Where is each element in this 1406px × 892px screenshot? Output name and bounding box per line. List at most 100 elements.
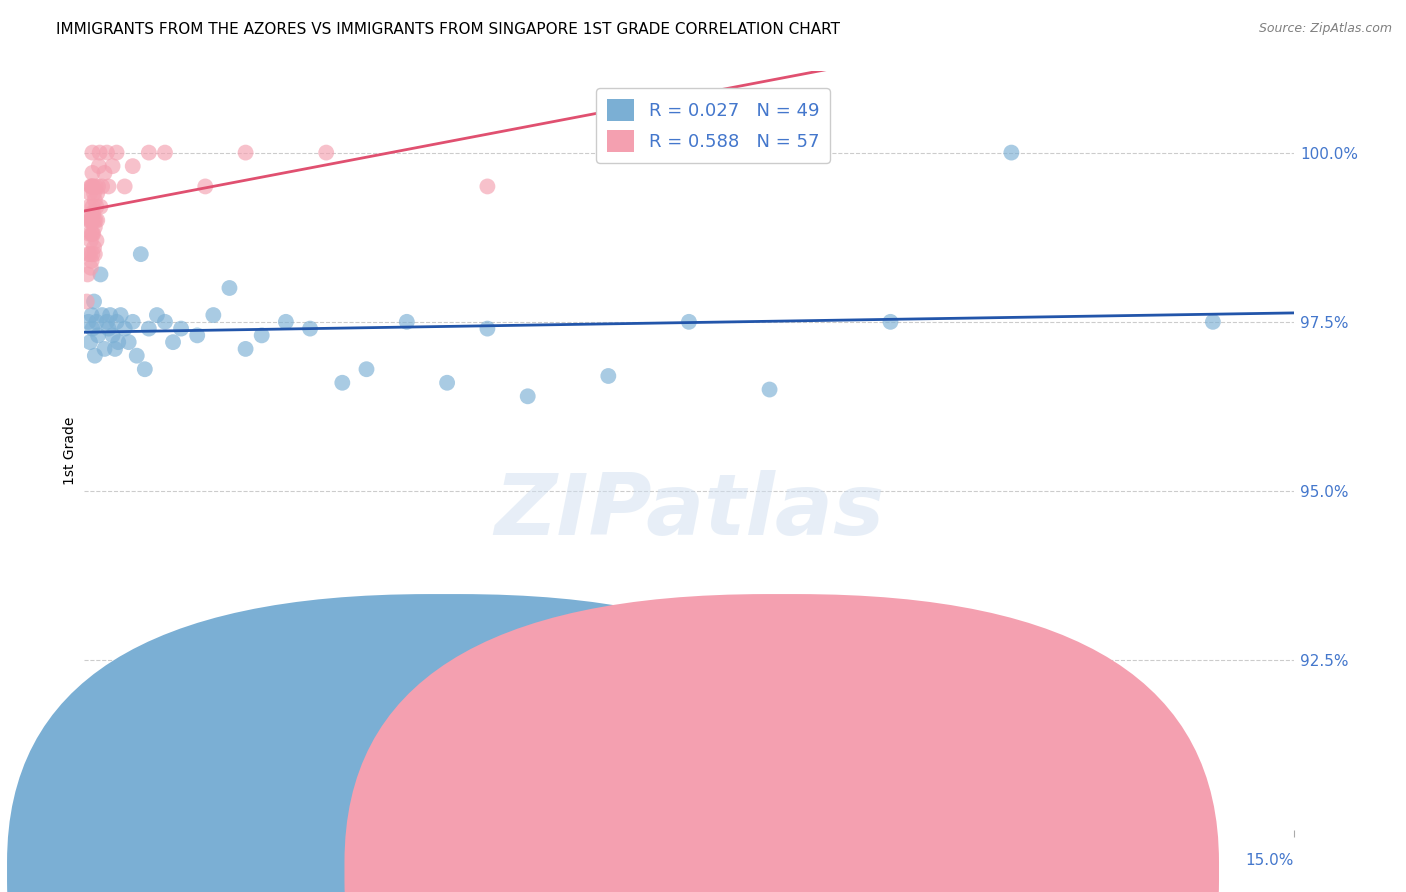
Point [86, 186, 108, 201]
Point [82, 227, 104, 241]
Point [96, 145, 118, 160]
Point [330, 376, 353, 390]
Point [77, 247, 100, 261]
Point [86, 234, 108, 248]
Point [110, 308, 132, 322]
Point [80, 260, 103, 275]
Point [114, 321, 136, 335]
Point [82, 200, 104, 214]
Point [77, 227, 100, 241]
Point [80, 234, 103, 248]
Point [101, 159, 124, 173]
Point [82, 321, 104, 335]
Point [79, 213, 101, 227]
Point [80, 179, 103, 194]
Point [121, 159, 143, 173]
Point [1202, 315, 1225, 329]
Point [80, 227, 103, 241]
Point [83, 213, 105, 227]
Point [82, 145, 104, 160]
Point [477, 321, 499, 335]
Point [91, 179, 114, 194]
Point [129, 247, 152, 261]
Text: ZIPatlas: ZIPatlas [494, 469, 884, 553]
Point [395, 315, 418, 329]
Point [235, 342, 257, 356]
Point [80, 253, 103, 268]
Point [1000, 145, 1022, 160]
Point [89, 200, 111, 214]
Point [80, 206, 103, 220]
Point [202, 308, 225, 322]
Point [138, 145, 160, 160]
Point [879, 315, 901, 329]
Text: IMMIGRANTS FROM THE AZORES VS IMMIGRANTS FROM SINGAPORE 1ST GRADE CORRELATION CH: IMMIGRANTS FROM THE AZORES VS IMMIGRANTS… [56, 22, 841, 37]
Point [86, 213, 108, 227]
Point [134, 362, 156, 376]
Point [125, 349, 148, 363]
Point [79, 335, 101, 350]
Point [83, 193, 105, 207]
Point [82, 206, 104, 220]
Point [250, 328, 273, 343]
Point [83, 294, 105, 309]
Point [678, 315, 700, 329]
Point [194, 179, 217, 194]
Point [98, 308, 121, 322]
Point [105, 315, 128, 329]
Point [86, 315, 108, 329]
Point [186, 328, 208, 343]
Point [83, 186, 105, 201]
Y-axis label: 1st Grade: 1st Grade [63, 417, 77, 484]
Point [104, 342, 127, 356]
Point [82, 227, 104, 241]
Point [93, 166, 115, 180]
Point [274, 315, 297, 329]
Point [82, 213, 104, 227]
Point [146, 308, 169, 322]
Point [138, 321, 160, 335]
Point [87, 179, 110, 194]
Point [83, 349, 105, 363]
Text: Immigrants from the Azores: Immigrants from the Azores [467, 864, 681, 879]
Point [76, 268, 98, 282]
Point [82, 179, 104, 194]
Point [76, 294, 98, 309]
Point [97, 179, 120, 194]
Point [87, 159, 110, 173]
Point [315, 145, 337, 160]
Point [516, 389, 538, 403]
Point [105, 145, 128, 160]
Point [299, 321, 322, 335]
Point [83, 240, 105, 254]
Point [114, 179, 136, 194]
Point [79, 186, 101, 201]
Text: Source: ZipAtlas.com: Source: ZipAtlas.com [1258, 22, 1392, 36]
Point [97, 321, 120, 335]
Point [101, 328, 124, 343]
Point [356, 362, 378, 376]
Point [93, 342, 115, 356]
Point [77, 213, 100, 227]
Text: 0.0%: 0.0% [84, 854, 124, 868]
Text: Immigrants from Singapore: Immigrants from Singapore [804, 864, 1015, 879]
Legend: R = 0.027   N = 49, R = 0.588   N = 57: R = 0.027 N = 49, R = 0.588 N = 57 [596, 88, 830, 162]
Point [77, 200, 100, 214]
Point [91, 308, 114, 322]
Point [80, 213, 103, 227]
Point [235, 145, 257, 160]
Point [89, 268, 111, 282]
Point [758, 383, 780, 397]
Point [80, 179, 103, 194]
Point [84, 179, 107, 194]
Point [107, 335, 129, 350]
Point [82, 247, 104, 261]
Point [153, 315, 176, 329]
Point [83, 247, 105, 261]
Point [84, 213, 107, 227]
Point [162, 335, 184, 350]
Point [77, 315, 100, 329]
Point [96, 315, 118, 329]
Text: 15.0%: 15.0% [1246, 854, 1294, 868]
Point [170, 321, 193, 335]
